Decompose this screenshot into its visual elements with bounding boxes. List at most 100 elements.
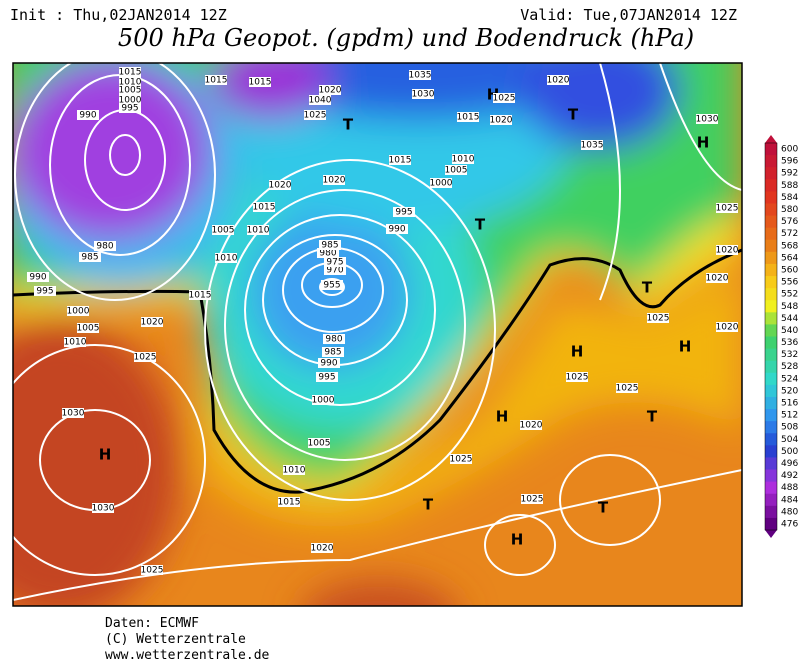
- isobar-label-bg: [317, 248, 339, 258]
- isobar-label-bg: [520, 420, 542, 430]
- colorbar-label: 520: [781, 386, 798, 396]
- colorbar-label: 496: [781, 459, 798, 469]
- isobar-label-bg: [319, 85, 341, 95]
- colorbar-swatch: [765, 493, 777, 507]
- isobar-label-bg: [566, 372, 588, 382]
- isobar-label-bg: [319, 240, 341, 250]
- colorbar-label: 540: [781, 326, 798, 336]
- isobar-label: 990: [79, 111, 96, 121]
- colorbar-swatch: [765, 227, 777, 241]
- colorbar-swatch: [765, 457, 777, 471]
- isobar-label-bg: [445, 165, 467, 175]
- isobar-label: 1015: [278, 498, 301, 508]
- isobar-label-bg: [119, 85, 141, 95]
- isobar-label: 1035: [581, 141, 604, 151]
- high-label: H: [496, 408, 509, 426]
- colorbar-label: 500: [781, 447, 798, 457]
- high-label: H: [99, 446, 112, 464]
- isobar-label: 1025: [716, 204, 739, 214]
- isobar-label: 1005: [212, 226, 235, 236]
- isobar-label: 1015: [119, 68, 142, 78]
- isobar-label: 1020: [323, 176, 346, 186]
- isobar-label-bg: [316, 372, 338, 382]
- isobar-label-bg: [64, 337, 86, 347]
- colorbar-label: 584: [781, 193, 798, 203]
- isobar-label: 1025: [616, 384, 639, 394]
- isobar-label: 985: [81, 253, 98, 263]
- isobar-label: 1020: [490, 116, 513, 126]
- colorbar-label: 580: [781, 205, 798, 215]
- colorbar-swatch: [765, 167, 777, 180]
- colorbar-label: 564: [781, 253, 798, 263]
- isobar-label: 1030: [412, 90, 435, 100]
- colorbar-swatch: [765, 409, 777, 422]
- low-label: T: [647, 408, 658, 426]
- isobar-label: 1020: [269, 181, 292, 191]
- low-label: T: [423, 496, 434, 514]
- isobar-label-bg: [521, 494, 543, 504]
- isobar-label: 955: [323, 281, 340, 291]
- isobar-label-bg: [249, 77, 271, 87]
- isobar-label: 1020: [311, 544, 334, 554]
- isobar-label: 1025: [141, 566, 164, 576]
- contour-552: [13, 248, 742, 494]
- isobar-label: 1030: [696, 115, 719, 125]
- isobar-label-bg: [119, 77, 141, 87]
- isobar-label-bg: [67, 306, 89, 316]
- isobar-label-bg: [134, 352, 156, 362]
- isobar-label: 975: [326, 258, 343, 268]
- isobar-label: 1030: [92, 504, 115, 514]
- isobar-label: 1025: [647, 314, 670, 324]
- isobar-label-bg: [706, 273, 728, 283]
- isobar-label-bg: [430, 178, 452, 188]
- colorbar-swatch: [765, 276, 777, 289]
- isobar-label-bg: [189, 290, 211, 300]
- isobar-label: 1000: [430, 179, 453, 189]
- colorbar-label: 536: [781, 338, 798, 348]
- colorbar-label: 588: [781, 181, 798, 191]
- isobar-label: 970: [326, 266, 343, 276]
- colorbar-label: 480: [781, 507, 798, 517]
- colorbar-label: 560: [781, 265, 798, 275]
- isobar-label-bg: [647, 313, 669, 323]
- isobar-label-bg: [490, 115, 512, 125]
- isobar-label-bg: [212, 225, 234, 235]
- isobar-label: 1025: [450, 455, 473, 465]
- colorbar-swatch: [765, 336, 777, 350]
- isobar-label: 1035: [409, 71, 432, 81]
- colorbar-swatch: [765, 155, 777, 168]
- isobar-label: 1030: [62, 409, 85, 419]
- colorbar-label: 572: [781, 229, 798, 239]
- isobar-label-bg: [278, 497, 300, 507]
- isobar-label-bg: [322, 347, 344, 357]
- colorbar-label: 484: [781, 495, 798, 505]
- isobar-label-bg: [119, 67, 141, 77]
- isobar-label-bg: [616, 383, 638, 393]
- colorbar-swatch: [765, 384, 777, 398]
- isobar-label: 1020: [141, 318, 164, 328]
- copyright: (C) Wetterzentrale: [105, 632, 246, 647]
- colorbar-label: 596: [781, 157, 798, 167]
- colorbar-label: 576: [781, 217, 798, 227]
- isobar-label-bg: [452, 154, 474, 164]
- isobar-label: 985: [324, 348, 341, 358]
- isobar-label: 980: [96, 242, 113, 252]
- isobar-label: 995: [395, 208, 412, 218]
- colorbar-swatch: [765, 421, 777, 434]
- isobar-label-bg: [283, 465, 305, 475]
- isobar-label: 990: [29, 273, 46, 283]
- colorbar-label: 556: [781, 278, 798, 288]
- map-title: 500 hPa Geopot. (gpdm) und Bodendruck (h…: [117, 24, 695, 52]
- colorbar-cap: [765, 530, 777, 538]
- isobar-label-bg: [308, 438, 330, 448]
- colorbar-label: 516: [781, 399, 798, 409]
- colorbar-label: 508: [781, 423, 798, 433]
- isobar-label: 1015: [253, 203, 276, 213]
- isobar-labels: 1015101010051000995990985980990995100010…: [27, 67, 739, 576]
- colorbar-swatch: [765, 372, 777, 386]
- isobar-label-bg: [77, 323, 99, 333]
- isobar-label-bg: [321, 280, 343, 290]
- isobar-label-bg: [323, 334, 345, 344]
- isobar-label-bg: [77, 110, 99, 120]
